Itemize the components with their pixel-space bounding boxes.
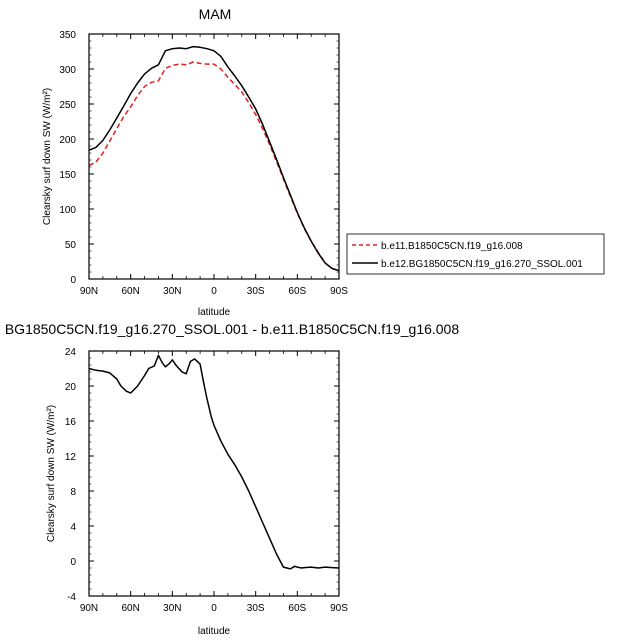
chart-top-ticks: 90N 60N 30N 0 30S 60S 90S 0 50 100 150 200 250 300 350 xyxy=(59,30,348,297)
chart-top-xlabel: latitude xyxy=(198,307,231,318)
legend-box xyxy=(346,233,605,275)
chart-top-ytick-label: 300 xyxy=(59,65,76,76)
chart-bottom: BG1850C5CN.f19_g16.270_SSOL.001 - b.e11.… xyxy=(5,321,460,637)
chart-top-xtick-label: 30N xyxy=(163,286,181,297)
chart-bottom-xtick-label: 90S xyxy=(330,603,348,614)
chart-bottom-ylabel: Clearsky surf down SW (W/m²) xyxy=(46,405,57,542)
chart-top-xtick-label: 90S xyxy=(330,286,348,297)
chart-bottom-ytick-label: -4 xyxy=(67,592,76,603)
chart-bottom-xtick-label: 30S xyxy=(247,603,265,614)
chart-top-frame xyxy=(88,33,340,280)
chart-top-series xyxy=(88,45,340,272)
chart-bottom-series xyxy=(88,354,340,570)
chart-bottom-ytick-label: 16 xyxy=(65,417,77,428)
chart-top-xtick-label: 60N xyxy=(121,286,139,297)
chart-bottom-ytick-label: 12 xyxy=(65,452,77,463)
chart-top-xtick-label: 0 xyxy=(211,286,217,297)
chart-top: MAM 90N 60N 30N 0 30S 60S 90S 0 50 100 150 200 250 30… xyxy=(42,6,605,318)
chart-top-title: MAM xyxy=(199,6,232,22)
chart-top-ytick-label: 50 xyxy=(65,240,77,251)
chart-top-series-line-0 xyxy=(88,61,340,272)
chart-bottom-xtick-label: 60N xyxy=(121,603,139,614)
chart-bottom-ytick-label: 0 xyxy=(70,557,76,568)
chart-bottom-ytick-label: 24 xyxy=(65,347,77,358)
chart-top-ytick-label: 150 xyxy=(59,170,76,181)
chart-top-xtick-label: 90N xyxy=(80,286,98,297)
legend-label-1: b.e12.BG1850C5CN.f19_g16.270_SSOL.001 xyxy=(381,259,583,270)
chart-top-xtick-label: 60S xyxy=(288,286,306,297)
chart-top-ytick-label: 0 xyxy=(70,275,76,286)
chart-bottom-ytick-label: 4 xyxy=(70,522,76,533)
chart-bottom-xtick-label: 30N xyxy=(163,603,181,614)
chart-top-ylabel: Clearsky surf down SW (W/m²) xyxy=(42,88,53,225)
chart-top-xtick-label: 30S xyxy=(247,286,265,297)
chart-top-ytick-label: 350 xyxy=(59,30,76,41)
chart-bottom-ytick-label: 20 xyxy=(65,382,77,393)
chart-top-ytick-label: 250 xyxy=(59,100,76,111)
chart-top-series-line-1 xyxy=(88,45,340,272)
chart-bottom-xtick-label: 0 xyxy=(211,603,217,614)
chart-top-ytick-label: 100 xyxy=(59,205,76,216)
chart-bottom-xtick-label: 60S xyxy=(288,603,306,614)
legend-label-0: b.e11.B1850C5CN.f19_g16.008 xyxy=(381,241,523,252)
chart-bottom-title: BG1850C5CN.f19_g16.270_SSOL.001 - b.e11.… xyxy=(5,321,460,337)
chart-bottom-ytick-label: 8 xyxy=(70,487,76,498)
chart-bottom-xlabel: latitude xyxy=(198,626,231,637)
chart-bottom-frame xyxy=(88,350,340,597)
chart-top-ytick-label: 200 xyxy=(59,135,76,146)
chart-bottom-series-line-0 xyxy=(88,354,340,570)
chart-top-legend: b.e11.B1850C5CN.f19_g16.008 b.e12.BG1850… xyxy=(346,233,605,275)
chart-bottom-ticks: 90N 60N 30N 0 30S 60S 90S -4 0 4 8 12 16 20 24 xyxy=(65,347,348,614)
chart-bottom-xtick-label: 90N xyxy=(80,603,98,614)
